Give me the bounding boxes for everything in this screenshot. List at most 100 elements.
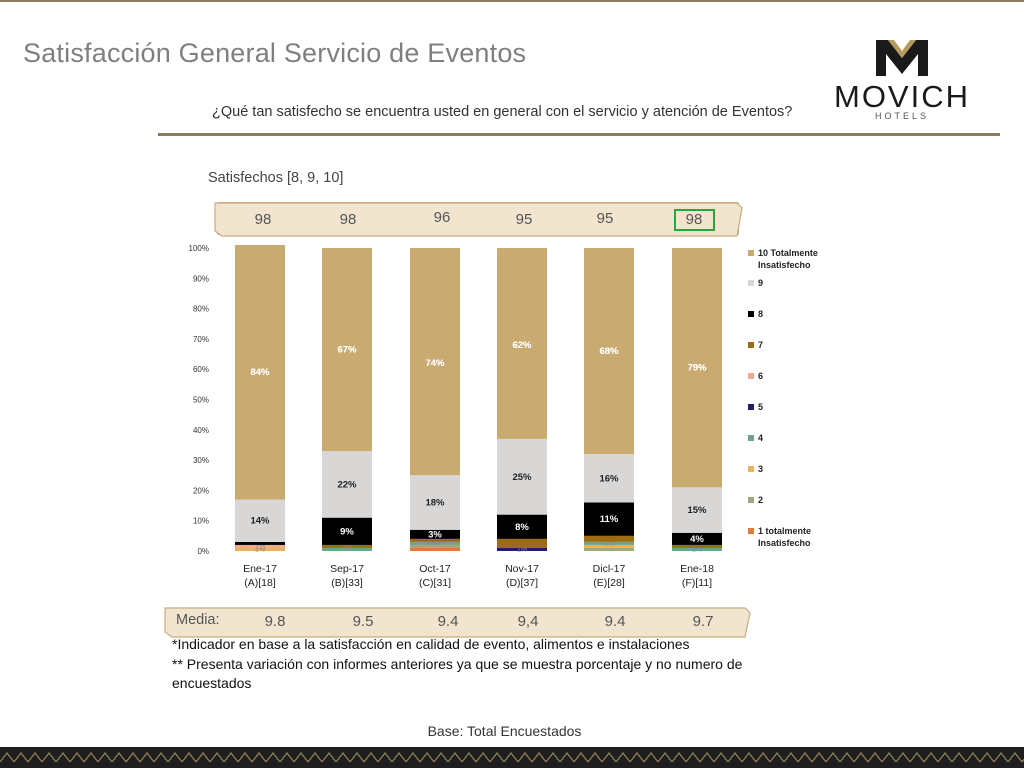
data-label: 25% — [512, 472, 532, 483]
satisfied-value: 98 — [339, 211, 357, 228]
y-tick-label: 30% — [193, 456, 209, 465]
y-tick-label: 100% — [189, 244, 209, 253]
satisfied-banner-shape — [214, 202, 743, 237]
data-label: 1% — [255, 543, 265, 550]
satisfied-value: 95 — [515, 211, 533, 228]
stacked-bar-chart: 0% 10% 20% 30% 40% 50% 60% 70% 80% 90% 100% 1% 1% 14%… — [189, 244, 722, 589]
data-label: 1% — [692, 546, 702, 553]
y-tick-label: 10% — [193, 517, 209, 526]
bar-segment — [672, 532, 722, 545]
x-tick-label: Nov-17 — [505, 563, 539, 575]
bar-segment — [584, 541, 634, 545]
x-tick-label: (B)[33] — [331, 577, 363, 589]
bar-segment — [584, 248, 634, 455]
data-label: 11% — [600, 514, 619, 525]
bar-segment — [672, 547, 722, 551]
data-label: 0% — [604, 540, 614, 547]
x-tick-label: (A)[18] — [244, 577, 276, 589]
bar-segment — [322, 517, 372, 545]
legend-label: 6 — [758, 371, 764, 381]
legend-swatch — [748, 435, 754, 441]
data-label: 67% — [337, 345, 357, 356]
base-note: Base: Total Encuestados — [0, 723, 1024, 739]
legend-label: 3 — [758, 464, 764, 474]
legend-swatch — [748, 497, 754, 503]
data-label: 68% — [599, 346, 619, 357]
bar-segment — [322, 451, 372, 518]
footnote-2: ** Presenta variación con informes anter… — [172, 656, 743, 691]
bar-segment — [410, 538, 460, 542]
legend-label: 8 — [758, 309, 764, 319]
y-tick-label: 90% — [193, 274, 209, 283]
bar-segment — [497, 438, 547, 515]
bar-segment — [322, 248, 372, 452]
bar-segment — [410, 475, 460, 530]
bar-segment — [672, 248, 722, 488]
data-label: 3% — [428, 529, 442, 540]
data-label: 79% — [687, 363, 707, 374]
media-value: 9,4 — [517, 613, 539, 630]
legend-swatch — [748, 528, 754, 534]
y-tick-label: 80% — [193, 305, 209, 314]
satisfied-value-highlighted: 98 — [685, 211, 703, 228]
bar-segment — [410, 248, 460, 252]
data-label-top: 67% — [337, 345, 357, 356]
y-tick-label: 40% — [193, 426, 209, 435]
data-label-top: 68% — [599, 346, 619, 357]
bar-segment — [497, 514, 547, 539]
bar-segment — [584, 454, 634, 503]
bar-segment — [584, 547, 634, 551]
data-label: 1% — [517, 546, 527, 553]
bar-segment — [497, 248, 547, 252]
data-label: 0% — [430, 540, 440, 547]
bar-segment — [322, 547, 372, 551]
bar-segment — [410, 529, 460, 539]
x-tick-label: Oct-17 — [419, 563, 451, 575]
bar-segment — [584, 502, 634, 536]
media-value: 9.8 — [264, 613, 286, 630]
satisfied-value: 98 — [254, 211, 272, 228]
data-label: 62% — [512, 340, 532, 351]
y-tick-label: 70% — [193, 335, 209, 344]
legend-label: 7 — [758, 340, 764, 350]
x-tick-label: Dicl-17 — [593, 563, 626, 575]
data-label-top: 79% — [687, 363, 707, 374]
x-tick-label: Ene-17 — [243, 563, 277, 575]
legend-swatch — [748, 404, 754, 410]
media-banner-shape — [164, 607, 751, 638]
data-label-top: 74% — [425, 358, 445, 369]
x-tick-label: (F)[11] — [682, 577, 712, 589]
movich-logo-icon — [876, 40, 928, 76]
bar-segment — [584, 535, 634, 542]
legend-label: 10 Totalmente Insatisfecho — [758, 248, 818, 270]
top-rule — [0, 0, 1024, 2]
legend-swatch — [748, 373, 754, 379]
data-label: 1% — [255, 546, 265, 553]
data-label: 22% — [337, 479, 357, 490]
data-label: 16% — [599, 473, 619, 484]
bar-segment — [410, 541, 460, 545]
bar-segment — [497, 251, 547, 439]
bar-segment — [235, 499, 285, 542]
zigzag-pattern — [0, 751, 1024, 763]
media-label: Media: — [176, 612, 220, 628]
movich-logo: MOVICH HOTELS — [816, 38, 988, 124]
media-value: 9.4 — [437, 613, 459, 630]
page-title: Satisfacción General Servicio de Eventos — [23, 38, 527, 68]
bar-segment — [410, 251, 460, 476]
data-label: 0% — [342, 543, 352, 550]
legend-swatch — [748, 342, 754, 348]
media-value: 9.7 — [692, 613, 714, 630]
bar-segment — [410, 547, 460, 551]
legend-swatch — [748, 250, 754, 256]
x-tick-label: (D)[37] — [506, 577, 538, 589]
header-divider — [158, 133, 1000, 136]
y-tick-label: 20% — [193, 486, 209, 495]
data-label: 14% — [250, 516, 270, 527]
legend-swatch — [748, 466, 754, 472]
data-label: 18% — [425, 498, 445, 509]
bar-segment — [497, 538, 547, 548]
bar-segment — [235, 547, 285, 551]
legend-swatch — [748, 311, 754, 317]
data-label: 74% — [425, 358, 445, 369]
